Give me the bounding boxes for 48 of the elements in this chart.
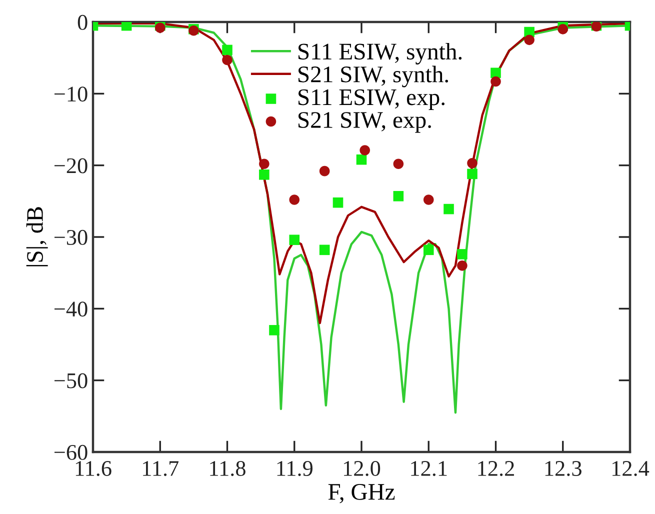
- legend-label: S11 ESIW, exp.: [298, 89, 444, 110]
- x-tick-label: 11.8: [210, 460, 246, 476]
- point: [423, 244, 434, 256]
- y-tick-label: −30: [54, 230, 88, 245]
- x-tick-label: 11.7: [143, 461, 179, 476]
- point: [457, 260, 468, 271]
- x-tick-label: 12.1: [411, 461, 447, 476]
- point: [289, 194, 300, 205]
- y-tick-label: −50: [54, 373, 88, 388]
- legend-label: S21 SIW, exp.: [298, 112, 431, 133]
- x-tick-label: 12.0: [344, 460, 380, 476]
- point: [360, 145, 370, 156]
- point: [269, 325, 280, 336]
- point: [558, 24, 568, 34]
- x-tick-label: 12.4: [612, 461, 650, 476]
- point: [332, 197, 344, 208]
- point: [356, 154, 367, 165]
- x-tick-label: 12.2: [478, 461, 514, 476]
- point: [467, 158, 478, 168]
- y-tick-label: −10: [54, 86, 88, 102]
- point: [444, 204, 454, 214]
- point: [423, 194, 434, 205]
- x-tick-label: 11.6: [76, 461, 112, 476]
- point: [259, 170, 270, 180]
- y-tick-label: −20: [54, 158, 88, 174]
- point: [222, 54, 232, 66]
- x-tick-label: 11.9: [277, 461, 312, 476]
- y-axis-title: |S|, dB: [26, 207, 48, 266]
- point: [490, 68, 501, 78]
- point: [393, 191, 404, 202]
- point: [319, 244, 330, 256]
- point: [457, 249, 468, 260]
- y-tick-label: −40: [54, 302, 88, 317]
- point: [222, 44, 232, 56]
- x-tick-label: 12.3: [545, 461, 582, 476]
- y-tick-label: 0: [78, 14, 88, 30]
- point: [467, 168, 478, 180]
- legend-label: S21 SIW, synth.: [298, 66, 448, 88]
- x-axis-title: F, GHz: [328, 484, 395, 504]
- point: [393, 158, 404, 170]
- point: [319, 166, 330, 176]
- point: [490, 76, 501, 87]
- point: [289, 234, 300, 246]
- legend-label: S11 ESIW, synth.: [298, 42, 462, 64]
- y-tick-label: −60: [54, 444, 88, 460]
- point: [524, 34, 534, 46]
- point: [121, 22, 132, 31]
- point: [259, 158, 270, 170]
